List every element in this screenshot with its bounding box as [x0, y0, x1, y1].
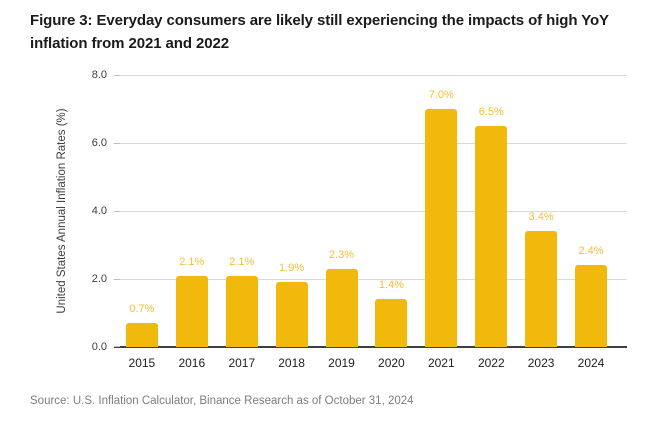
y-tick-mark — [114, 346, 120, 347]
y-tick-label: 2.0 — [91, 273, 107, 285]
bar-2022 — [475, 126, 508, 347]
y-tick-label: 8.0 — [91, 69, 107, 81]
gridline — [114, 143, 627, 144]
y-tick-label: 6.0 — [91, 137, 107, 149]
bar-2024 — [575, 265, 607, 347]
x-axis-line — [114, 346, 627, 348]
x-tick-label-2016: 2016 — [178, 356, 206, 370]
gridline — [114, 75, 627, 76]
figure-title-line-1: Figure 3: Everyday consumers are likely … — [30, 12, 609, 29]
x-tick-label-2017: 2017 — [228, 356, 256, 370]
bar-value-label-2015: 0.7% — [129, 303, 155, 316]
x-tick-label-2020: 2020 — [378, 356, 405, 370]
bar-2016 — [175, 275, 208, 347]
source-note: Source: U.S. Inflation Calculator, Binan… — [30, 395, 414, 407]
bar-value-label-2019: 2.3% — [328, 248, 355, 261]
x-tick-label-2019: 2019 — [328, 356, 355, 370]
bar-2021 — [425, 109, 458, 347]
figure-title: Figure 3: Everyday consumers are likely … — [30, 9, 635, 55]
x-tick-label-2023: 2023 — [527, 356, 555, 370]
bar-value-label-2020: 1.4% — [378, 279, 404, 292]
bar-value-label-2016: 2.1% — [179, 255, 205, 268]
y-tick-mark — [114, 75, 120, 76]
x-tick-label-2015: 2015 — [128, 356, 156, 370]
x-tick-label-2021: 2021 — [427, 356, 455, 370]
bar-value-label-2017: 2.1% — [229, 255, 255, 268]
y-tick-mark — [114, 143, 120, 144]
bar-value-label-2022: 6.5% — [478, 106, 504, 118]
y-axis-title: United States Annual Inflation Rates (%) — [56, 108, 68, 314]
y-tick-label: 4.0 — [91, 205, 107, 217]
y-tick-mark — [114, 279, 120, 280]
bar-value-label-2018: 1.9% — [279, 262, 305, 275]
gridline — [114, 211, 627, 212]
bar-2020 — [375, 299, 408, 347]
bar-2023 — [525, 231, 558, 347]
bar-2019 — [325, 268, 358, 347]
x-tick-label-2018: 2018 — [278, 356, 305, 370]
bar-2017 — [225, 275, 258, 347]
y-tick-mark — [114, 211, 120, 212]
bar-2015 — [125, 323, 158, 347]
bar-value-label-2021: 7.0% — [428, 89, 454, 101]
bar-2018 — [275, 282, 308, 347]
x-tick-label-2024: 2024 — [577, 356, 605, 370]
figure-title-line-2: inflation from 2021 and 2022 — [30, 35, 229, 52]
gridline — [114, 279, 627, 280]
bar-value-label-2023: 3.4% — [528, 211, 554, 224]
y-tick-label: 0.0 — [91, 341, 107, 353]
x-tick-label-2022: 2022 — [477, 356, 505, 370]
bar-value-label-2024: 2.4% — [578, 245, 604, 258]
